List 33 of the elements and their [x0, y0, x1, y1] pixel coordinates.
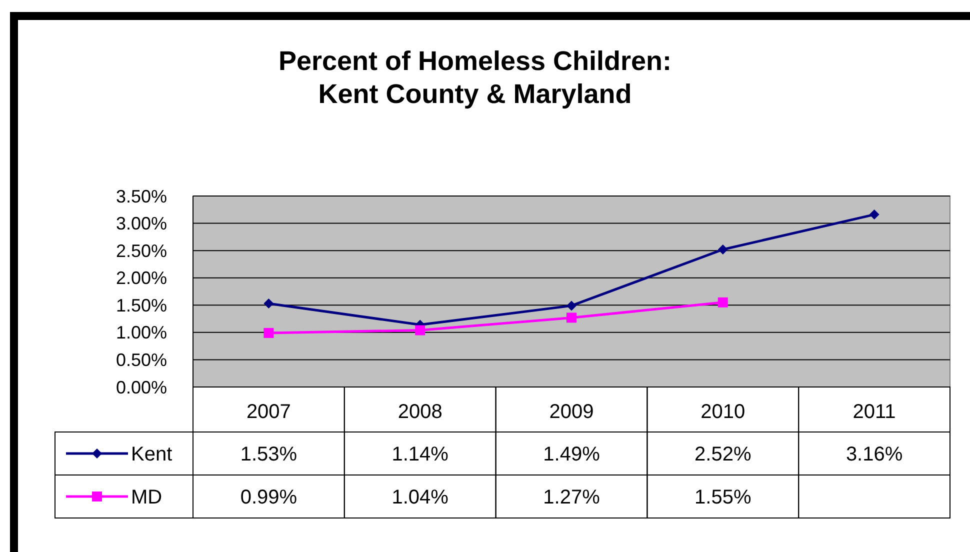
data-label: 1.49% [543, 444, 600, 466]
y-tick-label: 2.00% [116, 268, 167, 288]
data-label: 1.55% [694, 486, 752, 508]
y-tick-label: 3.50% [116, 186, 167, 206]
data-label: 2.52% [694, 444, 752, 466]
y-tick-label: 2.50% [116, 240, 167, 261]
data-label: 3.16% [846, 444, 903, 466]
point [566, 300, 576, 311]
y-tick-label: 0.50% [116, 350, 167, 370]
legend-label: Kent [131, 444, 173, 466]
y-tick-label: 1.50% [116, 295, 167, 316]
y-tick-label: 1.00% [116, 322, 167, 343]
x-tick-label: 2008 [398, 401, 442, 423]
point [264, 298, 274, 309]
chart-title: Percent of Homeless Children: Kent County & Maryland [278, 46, 672, 109]
point [264, 328, 274, 338]
point [718, 297, 728, 308]
y-tick-label: 0.00% [116, 377, 167, 398]
data-label: 1.53% [240, 444, 298, 466]
point [869, 210, 880, 220]
x-tick-label: 2011 [852, 401, 896, 423]
x-tick-label: 2010 [700, 401, 746, 423]
y-tick-label: 3.00% [116, 214, 167, 234]
data-label: 1.14% [392, 444, 449, 466]
point [415, 325, 426, 336]
point [566, 312, 576, 323]
point [718, 244, 728, 254]
data-label: 1.27% [543, 486, 600, 508]
x-tick-label: 2009 [549, 401, 594, 423]
x-tick-label: 2007 [246, 401, 291, 423]
data-label: 0.99% [240, 486, 298, 508]
data-label: 1.04% [392, 486, 449, 508]
legend-label: MD [131, 486, 162, 508]
